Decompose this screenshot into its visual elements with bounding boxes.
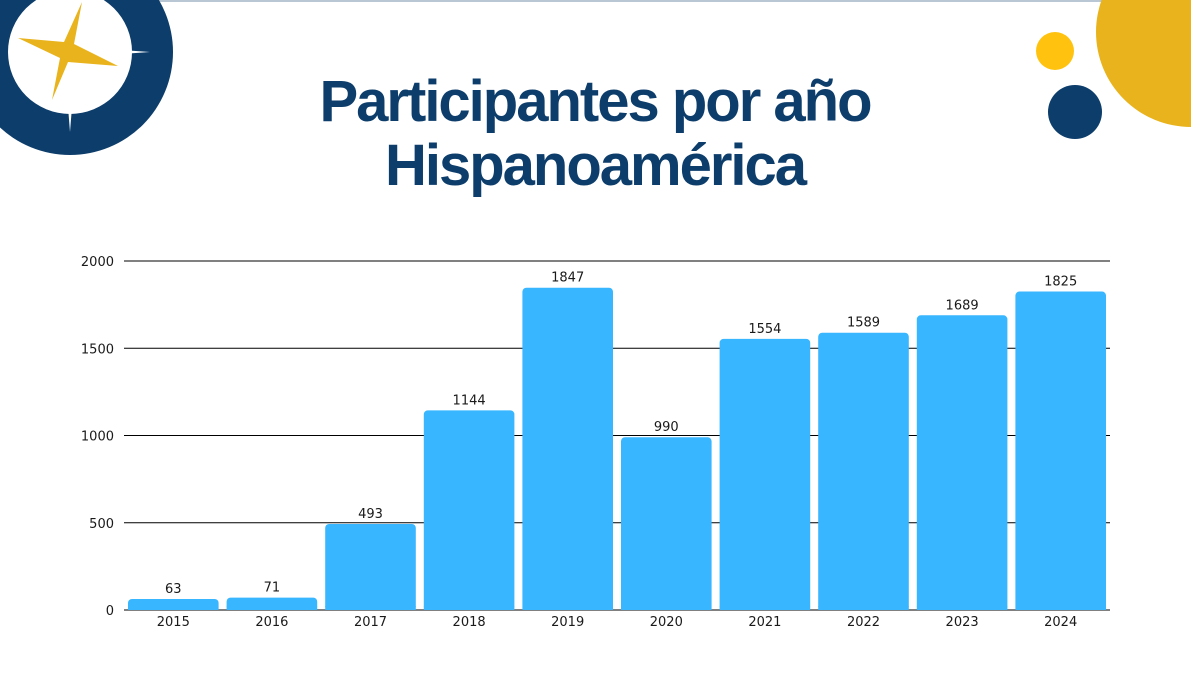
y-tick-label: 1500: [81, 342, 114, 357]
bar: [719, 338, 811, 610]
data-label: 1589: [847, 316, 880, 331]
data-label: 1689: [946, 298, 979, 313]
bar: [916, 315, 1008, 610]
data-label: 990: [654, 420, 679, 435]
title-line-2: Hispanoamérica: [384, 133, 807, 198]
bar-base: [522, 606, 613, 610]
y-tick-label: 500: [89, 517, 114, 532]
gold-circle-large: [1096, 0, 1191, 127]
compass-star-icon: [0, 0, 173, 155]
x-tick-label: 2023: [946, 615, 979, 630]
x-tick-label: 2024: [1044, 615, 1077, 630]
data-label: 1847: [551, 271, 584, 286]
decorative-circles: [1036, 0, 1191, 139]
data-label: 1825: [1044, 275, 1077, 290]
x-tick-label: 2021: [748, 615, 781, 630]
y-tick-label: 2000: [81, 255, 114, 270]
bar: [325, 523, 416, 610]
x-tick-label: 2018: [453, 615, 486, 630]
x-tick-label: 2017: [354, 615, 387, 630]
data-label: 63: [165, 582, 182, 597]
bar-base: [916, 606, 1008, 610]
top-border-line: [0, 0, 1191, 2]
bar-base: [128, 606, 219, 610]
bar: [1015, 291, 1106, 610]
bar-base: [325, 606, 416, 610]
data-label: 493: [358, 507, 383, 522]
title-line-1: Participantes por año: [319, 69, 872, 134]
bar-base: [1015, 606, 1106, 610]
x-tick-label: 2016: [255, 615, 288, 630]
data-label: 1554: [748, 322, 781, 337]
x-tick-label: 2015: [157, 615, 190, 630]
bar-base: [621, 606, 712, 610]
gold-circle-small: [1036, 32, 1074, 70]
bar: [621, 437, 712, 610]
bar-base: [818, 606, 909, 610]
bar: [423, 410, 515, 610]
page-title: Participantes por año Hispanoamérica: [180, 70, 1010, 198]
navy-circle: [1048, 85, 1102, 139]
bar: [818, 332, 909, 610]
bar-base: [719, 606, 811, 610]
y-tick-label: 0: [106, 604, 114, 619]
x-tick-label: 2020: [650, 615, 683, 630]
x-tick-label: 2022: [847, 615, 880, 630]
bar: [522, 287, 613, 610]
y-tick-label: 1000: [81, 430, 114, 445]
bar-base: [423, 606, 515, 610]
bar-base: [226, 606, 318, 610]
data-label: 1144: [453, 393, 486, 408]
x-tick-label: 2019: [551, 615, 584, 630]
data-label: 71: [264, 581, 281, 596]
